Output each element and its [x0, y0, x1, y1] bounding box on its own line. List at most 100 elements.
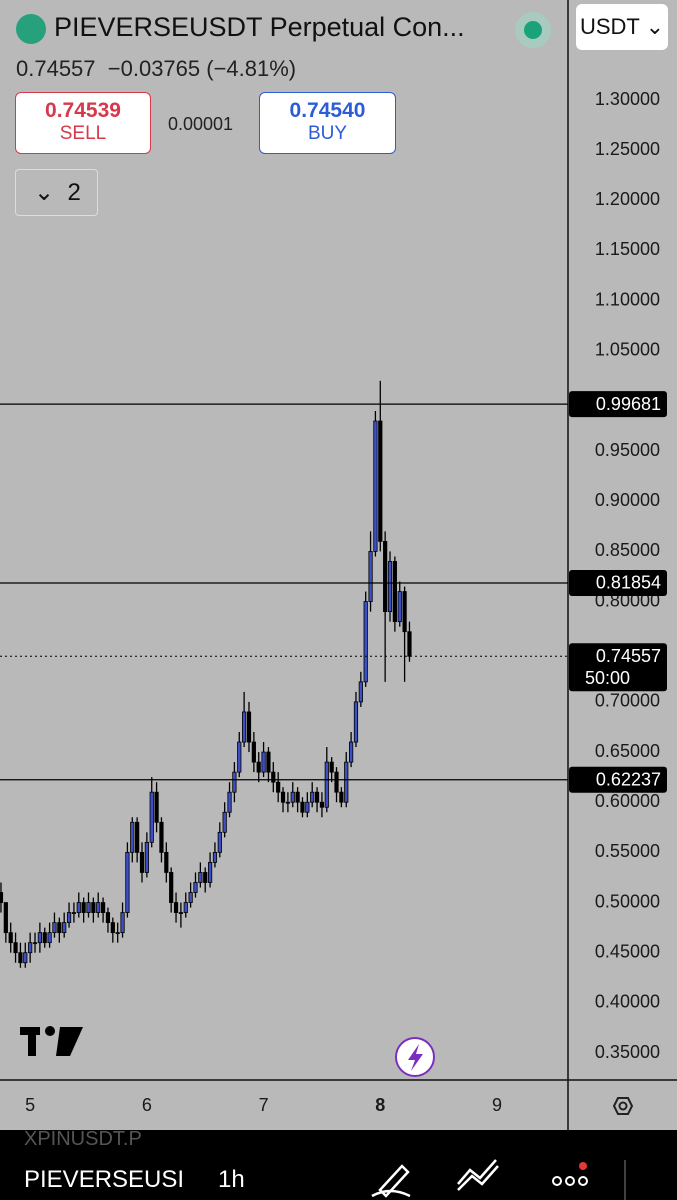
symbol-title[interactable]: PIEVERSEUSDT Perpetual Con... [54, 12, 465, 42]
candle-body [290, 791, 295, 803]
candle-body [110, 922, 115, 934]
candle-body [66, 912, 72, 924]
candle-body [246, 711, 252, 743]
toolbar-bg [0, 1130, 677, 1200]
candle-body [397, 591, 402, 623]
sell-price: 0.74539 [45, 99, 121, 122]
change: −0.03765 (−4.81%) [107, 56, 297, 81]
settings-icon[interactable] [612, 1097, 634, 1115]
candle-body [392, 561, 397, 623]
candle-body [120, 912, 125, 934]
y-tick-label: 0.45000 [595, 941, 660, 961]
buy-button[interactable]: 0.74540 BUY [259, 92, 396, 154]
y-tick-label: 0.35000 [595, 1042, 660, 1062]
status-dot [524, 21, 542, 39]
candle-body [169, 872, 174, 903]
level-label: 0.81854 [596, 573, 661, 593]
candle-body [139, 851, 145, 873]
level-label: 0.62237 [596, 770, 661, 790]
draw-icon[interactable] [371, 1164, 411, 1198]
x-tick-label: 9 [492, 1095, 502, 1115]
candle-body [324, 761, 329, 808]
candle-body [32, 942, 38, 945]
indicators-icon[interactable] [457, 1159, 499, 1191]
toolbar-interval[interactable]: 1h [218, 1166, 245, 1193]
x-tick-label: 8 [375, 1095, 385, 1115]
candle-body [407, 631, 412, 657]
candle-body [402, 591, 407, 633]
toolbar-symbol[interactable]: PIEVERSEUSI [24, 1166, 185, 1193]
candle-body [373, 420, 378, 552]
candle-body [378, 420, 383, 542]
candle-body [339, 791, 344, 803]
candle-body [207, 862, 213, 883]
candle-body [28, 942, 33, 954]
y-tick-label: 0.70000 [595, 691, 660, 711]
candle-body [353, 701, 359, 743]
candle-body [222, 811, 227, 833]
y-tick-label: 0.65000 [595, 741, 660, 761]
level-label-bg [569, 391, 667, 418]
candle-body [217, 831, 222, 853]
candle-body [295, 791, 300, 803]
candle-body [276, 781, 281, 793]
y-tick-label: 1.20000 [595, 189, 660, 209]
x-tick-label: 5 [25, 1095, 35, 1115]
candle-body [52, 922, 57, 934]
candle-body [300, 801, 305, 813]
candle-body [227, 791, 232, 813]
candle-body [57, 922, 62, 934]
y-tick-label: 0.40000 [595, 992, 660, 1012]
tether-icon [16, 14, 46, 44]
collapse-button[interactable]: ⌄ 2 [15, 169, 98, 216]
candle-body [358, 681, 363, 703]
candle-body [81, 902, 86, 913]
countdown: 50:00 [585, 668, 630, 688]
last-price: 0.74557 [16, 56, 96, 81]
candle-body [256, 761, 261, 773]
y-tick-label: 1.10000 [595, 289, 660, 309]
candle-body [178, 912, 184, 914]
candle-body [319, 801, 325, 808]
candle-body [37, 932, 42, 944]
candle-body [164, 851, 169, 873]
candle-body [237, 741, 242, 773]
tv-logo [20, 1026, 83, 1056]
currency-dropdown[interactable]: USDT ⌄ [576, 4, 668, 50]
sell-button[interactable]: 0.74539 SELL [15, 92, 151, 154]
lightning-button[interactable] [395, 1037, 435, 1077]
candle-body [135, 821, 140, 853]
y-tick-label: 1.05000 [595, 340, 660, 360]
candle-body [349, 741, 354, 763]
candle-body [314, 791, 320, 803]
y-tick-label: 0.55000 [595, 841, 660, 861]
quote-line: 0.74557 −0.03765 (−4.81%) [16, 56, 296, 82]
candle-body [86, 902, 91, 913]
candle-body [18, 952, 23, 964]
candle-body [203, 872, 208, 883]
candle-body [334, 771, 339, 793]
candle-body [91, 902, 96, 913]
candle-body [173, 902, 179, 913]
candle-body [125, 851, 130, 913]
y-tick-label: 0.85000 [595, 540, 660, 560]
candle-body [105, 912, 111, 924]
candle-body [42, 932, 47, 944]
more-icon[interactable] [552, 1176, 588, 1186]
level-label-bg [569, 569, 667, 596]
spread: 0.00001 [168, 114, 234, 134]
y-tick-label: 0.60000 [595, 791, 660, 811]
y-tick-label: 1.15000 [595, 239, 660, 259]
candle-body [47, 932, 52, 944]
candle-body [271, 771, 276, 783]
candle-body [0, 892, 4, 903]
candle-body [13, 942, 18, 954]
candle-body [193, 882, 198, 893]
candle-body [96, 902, 101, 913]
candle-body [198, 872, 203, 883]
candle-body [100, 902, 106, 913]
collapsed-count: 2 [67, 179, 81, 206]
candle-body [149, 791, 154, 843]
